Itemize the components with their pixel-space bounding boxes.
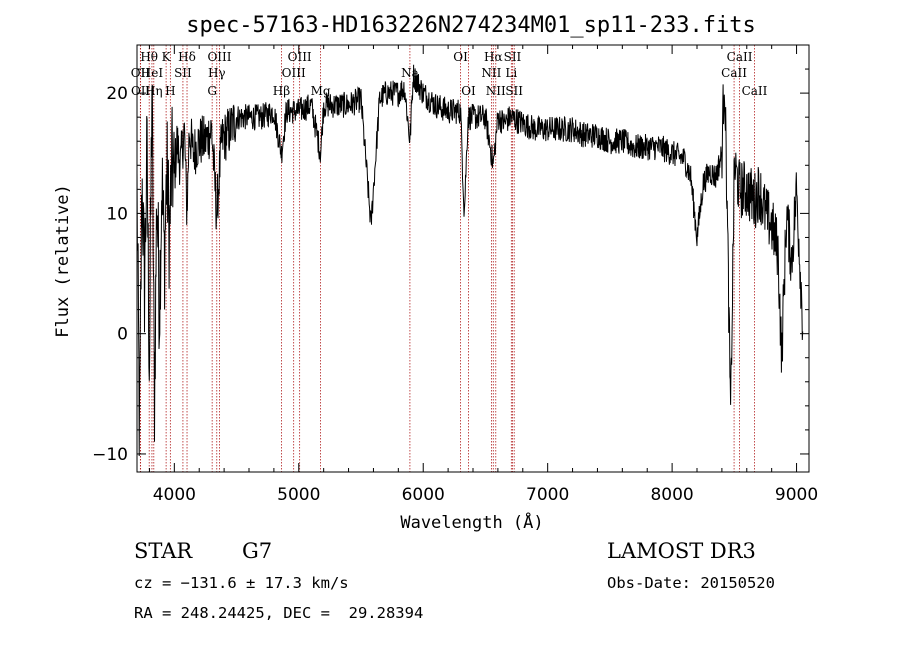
spectral-line-label: Na bbox=[401, 66, 419, 80]
spectrum-trace bbox=[136, 64, 804, 457]
redshift-velocity: cz = −131.6 ± 17.3 km/s bbox=[134, 574, 349, 592]
x-tick-label: 4000 bbox=[153, 485, 196, 505]
survey-name: LAMOST DR3 bbox=[607, 539, 756, 563]
plot-frame bbox=[136, 44, 810, 473]
observation-date: Obs-Date: 20150520 bbox=[607, 574, 775, 592]
spectral-line-label: HeI bbox=[141, 66, 164, 80]
x-tick-label: 8000 bbox=[650, 485, 693, 505]
spectral-line-label: SII bbox=[505, 84, 523, 98]
y-axis-label: Flux (relative) bbox=[53, 184, 73, 338]
spectral-line-label: OI bbox=[461, 84, 476, 98]
axis-ticks: 4000 5000 6000 7000 8000 9000 −10 0 10 20 bbox=[92, 45, 818, 505]
x-axis-label: Wavelength (Å) bbox=[400, 511, 543, 533]
spectral-line-label: Hγ bbox=[208, 66, 226, 80]
spectral-subclass: G7 bbox=[242, 539, 273, 563]
spectral-line-label: SII bbox=[174, 66, 192, 80]
x-tick-label: 5000 bbox=[277, 485, 320, 505]
y-tick-label: 10 bbox=[106, 204, 128, 224]
spectral-line-label: NII bbox=[486, 84, 506, 98]
spectral-line-label: Li bbox=[505, 66, 517, 80]
x-tick-label: 7000 bbox=[526, 485, 569, 505]
chart-title: spec-57163-HD163226N274234M01_sp11-233.f… bbox=[186, 13, 756, 38]
y-tick-label: 20 bbox=[106, 84, 128, 104]
coordinates: RA = 248.24425, DEC = 29.28394 bbox=[134, 604, 424, 622]
spectral-line-label: Hδ bbox=[178, 50, 196, 64]
spectral-line-label: Hβ bbox=[273, 84, 290, 98]
object-class: STAR bbox=[134, 539, 193, 563]
spectral-line-label: OI bbox=[453, 50, 468, 64]
spectral-line-label: OII bbox=[131, 66, 151, 80]
x-tick-label: 6000 bbox=[402, 485, 445, 505]
spectral-line-label: SII bbox=[504, 50, 522, 64]
spectral-line-markers bbox=[139, 45, 755, 472]
spectral-line-label: OIII bbox=[207, 50, 231, 64]
spectral-line-label: OIII bbox=[282, 66, 306, 80]
y-tick-label: 0 bbox=[117, 325, 128, 345]
spectral-line-label: K bbox=[162, 50, 172, 64]
spectral-line-label: CaII bbox=[742, 84, 768, 98]
spectral-line-label: Hη bbox=[145, 84, 163, 98]
x-tick-label: 9000 bbox=[775, 485, 818, 505]
spectral-line-label: NII bbox=[481, 66, 501, 80]
spectral-line-label: G bbox=[207, 84, 217, 98]
spectral-line-label: CaII bbox=[727, 50, 753, 64]
y-tick-label: −10 bbox=[92, 445, 128, 465]
spectral-line-label: Hα bbox=[484, 50, 503, 64]
spectral-line-label: OIII bbox=[288, 50, 312, 64]
spectral-line-label: H bbox=[165, 84, 175, 98]
spectral-line-label: OII bbox=[131, 84, 151, 98]
spectral-line-label: Hθ bbox=[140, 50, 158, 64]
spectral-line-label: CaII bbox=[721, 66, 747, 80]
spectrum-line bbox=[136, 64, 804, 457]
